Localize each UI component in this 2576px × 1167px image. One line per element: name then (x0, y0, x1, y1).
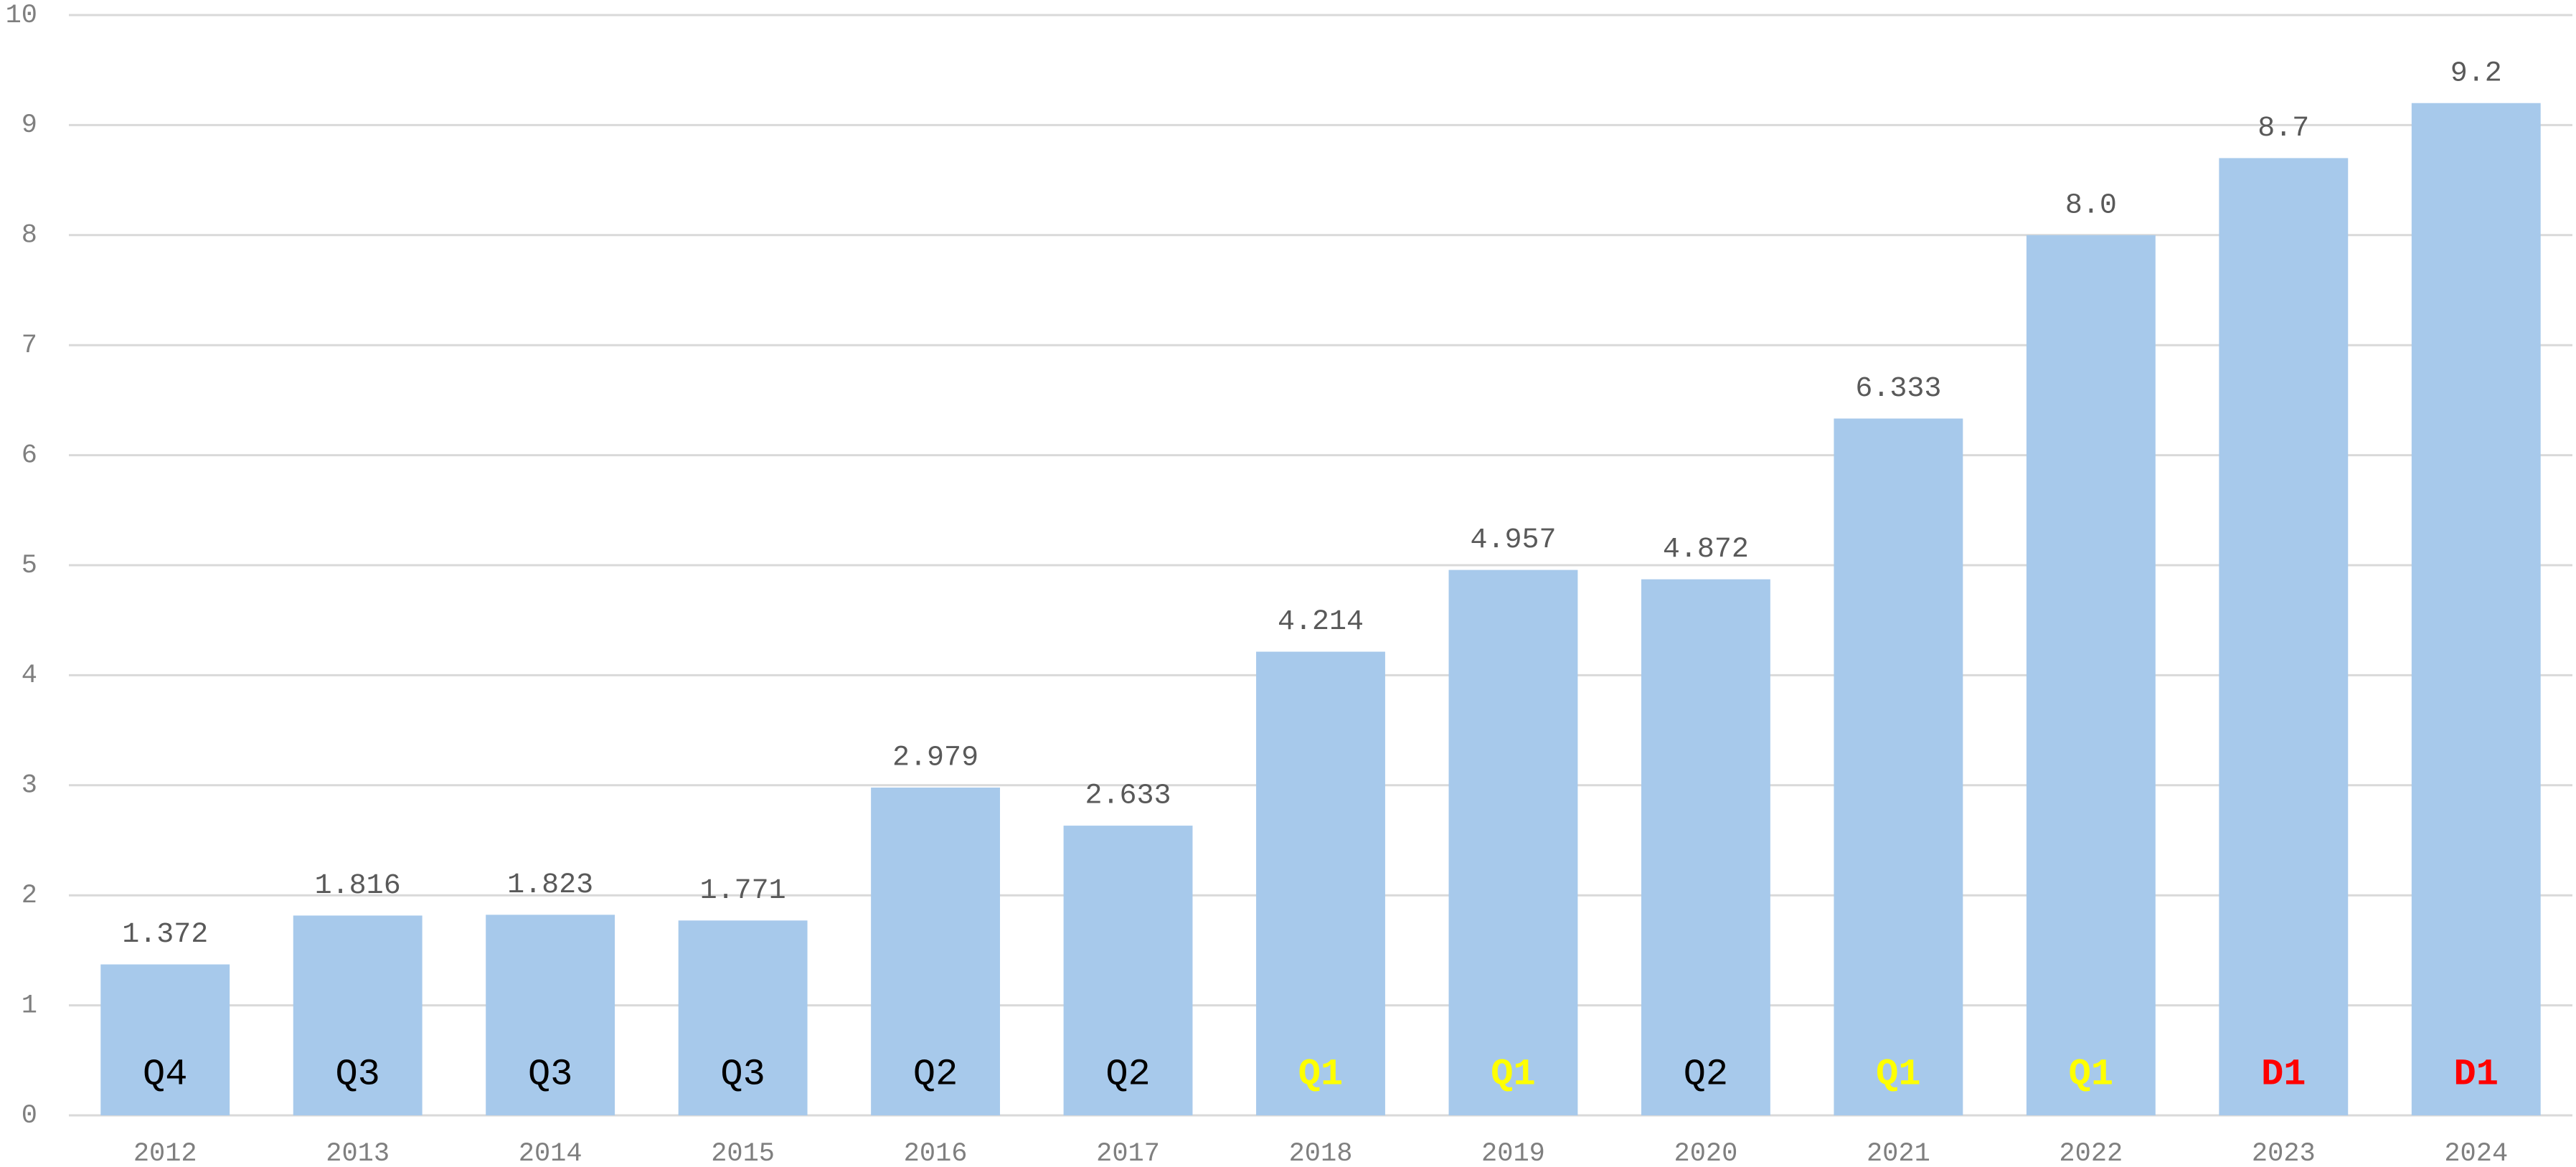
bar (1448, 570, 1578, 1115)
quartile-label: Q1 (1298, 1054, 1343, 1096)
bar (1641, 579, 1770, 1115)
bar (871, 788, 1001, 1115)
quartile-label: Q4 (143, 1054, 187, 1096)
y-tick-label: 8 (22, 221, 37, 251)
quartile-label: Q2 (913, 1054, 958, 1096)
bar (293, 915, 423, 1115)
value-label: 4.872 (1663, 534, 1749, 566)
x-tick-label: 2016 (904, 1139, 968, 1167)
y-tick-label: 5 (22, 551, 37, 581)
quartile-label: Q3 (720, 1054, 765, 1096)
bar (1063, 826, 1193, 1115)
quartile-label: Q1 (1491, 1054, 1535, 1096)
quartile-label: Q3 (335, 1054, 379, 1096)
value-label: 1.823 (507, 869, 593, 902)
bar (678, 920, 808, 1115)
value-label: 9.2 (2450, 57, 2502, 90)
value-label: 1.372 (122, 919, 208, 951)
x-tick-label: 2021 (1867, 1139, 1930, 1167)
bar (2219, 158, 2349, 1115)
bar (486, 915, 615, 1115)
y-tick-label: 4 (22, 661, 37, 691)
y-tick-label: 0 (22, 1101, 37, 1131)
x-tick-label: 2013 (326, 1139, 390, 1167)
bar (2026, 235, 2156, 1115)
x-tick-label: 2012 (133, 1139, 197, 1167)
bar (1256, 651, 1385, 1115)
value-label: 8.0 (2065, 189, 2117, 222)
y-tick-label: 1 (22, 991, 37, 1021)
y-tick-label: 3 (22, 771, 37, 801)
y-tick-label: 9 (22, 110, 37, 141)
x-tick-label: 2023 (2252, 1139, 2316, 1167)
value-label: 1.816 (315, 870, 401, 902)
quartile-label: Q3 (528, 1054, 572, 1096)
y-tick-label: 10 (6, 1, 37, 31)
value-label: 4.214 (1278, 606, 1364, 638)
bar (2411, 103, 2541, 1116)
value-label: 6.333 (1855, 373, 1941, 405)
bar (1834, 418, 1963, 1115)
x-tick-label: 2022 (2059, 1139, 2123, 1167)
value-label: 2.979 (892, 742, 978, 775)
quartile-label: Q2 (1684, 1054, 1728, 1096)
value-label: 1.771 (700, 875, 786, 907)
x-tick-label: 2017 (1096, 1139, 1160, 1167)
quartile-label: D1 (2261, 1054, 2306, 1096)
x-tick-label: 2019 (1481, 1139, 1545, 1167)
quartile-label: Q2 (1105, 1054, 1150, 1096)
bar (100, 964, 230, 1115)
value-label: 2.633 (1085, 780, 1171, 813)
y-tick-label: 6 (22, 440, 37, 471)
x-tick-label: 2014 (519, 1139, 582, 1167)
quartile-label: Q1 (1876, 1054, 1920, 1096)
x-tick-label: 2015 (711, 1139, 775, 1167)
x-tick-label: 2020 (1674, 1139, 1738, 1167)
y-tick-label: 7 (22, 331, 37, 361)
value-label: 8.7 (2257, 113, 2309, 145)
quartile-label: Q1 (2069, 1054, 2113, 1096)
value-label: 4.957 (1470, 524, 1556, 557)
x-tick-label: 2024 (2444, 1139, 2508, 1167)
y-tick-label: 2 (22, 881, 37, 911)
x-tick-label: 2018 (1289, 1139, 1353, 1167)
quartile-label: D1 (2454, 1054, 2499, 1096)
